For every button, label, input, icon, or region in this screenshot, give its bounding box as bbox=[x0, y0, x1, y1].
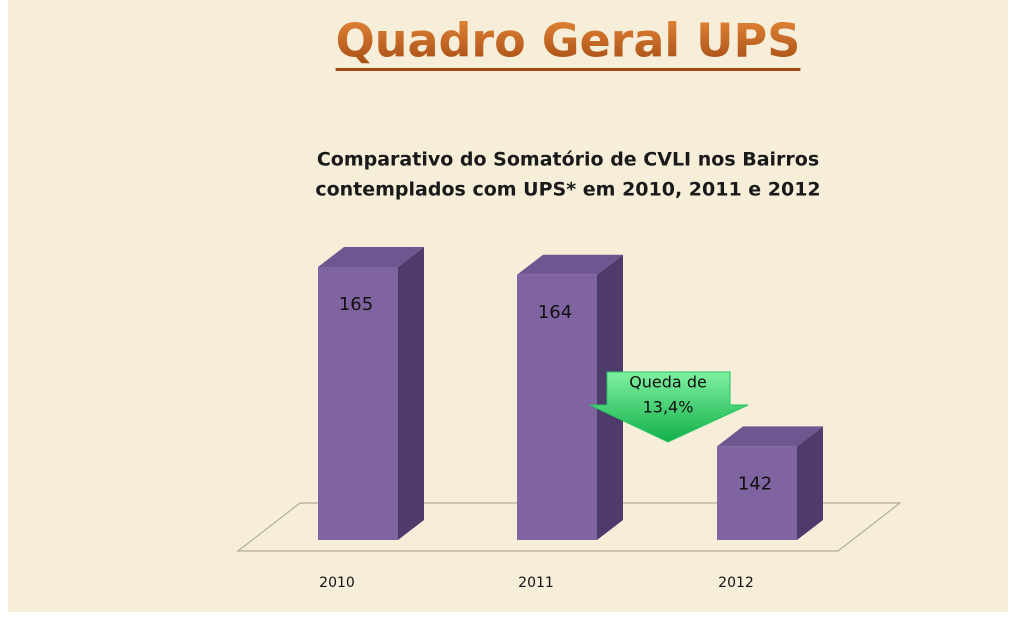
background bbox=[8, 0, 1008, 612]
annotation: 13,4% bbox=[643, 398, 694, 417]
chart-title: contemplados com UPS* em 2010, 2011 e 20… bbox=[315, 179, 820, 201]
bar-top bbox=[318, 247, 424, 267]
annotation: Queda de bbox=[629, 373, 707, 392]
value-label: 165 bbox=[339, 294, 373, 315]
floor bbox=[236, 502, 902, 552]
bar bbox=[517, 274, 597, 540]
bar-top bbox=[517, 254, 623, 275]
bar bbox=[717, 446, 797, 540]
x-tick-label: 2011 bbox=[518, 575, 554, 591]
value-label: 142 bbox=[738, 473, 772, 494]
bar-top bbox=[717, 426, 823, 447]
bar-side bbox=[398, 247, 424, 540]
chart-title: Comparativo do Somatório de CVLI nos Bai… bbox=[317, 149, 819, 171]
bar bbox=[318, 267, 398, 540]
annotation-arrow bbox=[589, 371, 749, 443]
title-underline bbox=[335, 68, 801, 71]
x-tick-label: 2010 bbox=[319, 575, 355, 591]
value-label: 164 bbox=[538, 302, 572, 323]
page-title: Quadro Geral UPS bbox=[336, 14, 801, 68]
bar-side bbox=[797, 426, 823, 540]
x-tick-label: 2012 bbox=[718, 575, 754, 591]
